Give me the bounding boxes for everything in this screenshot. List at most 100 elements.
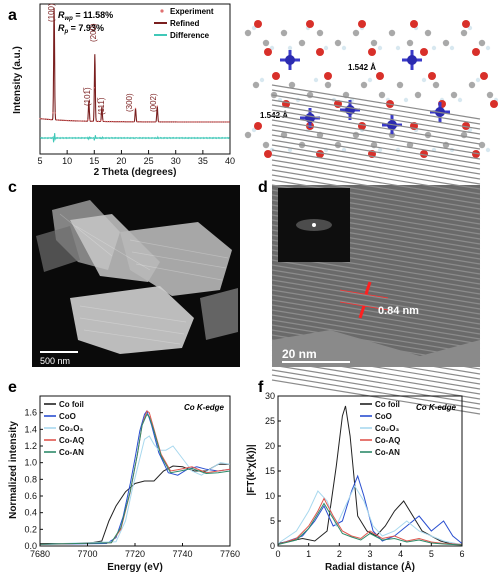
experiment-point	[95, 120, 98, 123]
experiment-point	[197, 121, 200, 123]
y-tick-label: 25	[265, 416, 275, 426]
experiment-point	[67, 119, 69, 122]
fringe-line	[271, 319, 481, 355]
carbon-atom	[288, 81, 296, 89]
fringe-line	[271, 169, 481, 205]
panel-f-legend: Co foil CoO Co₂O₃ Co-AQ Co-AN	[360, 400, 400, 457]
legend-label: CoO	[375, 412, 392, 421]
fringe-line	[271, 159, 481, 195]
fringe-line	[271, 299, 481, 335]
x-tick-label: 0	[275, 549, 280, 559]
hydrogen-atom	[467, 25, 473, 31]
oxygen-atom	[264, 48, 272, 56]
experiment-point	[117, 121, 119, 123]
experiment-point	[106, 120, 109, 123]
carbon-atom	[244, 131, 252, 139]
oxygen-atom	[472, 150, 480, 158]
oxygen-atom	[358, 20, 366, 28]
y-tick-label: 0	[270, 541, 275, 551]
hydrogen-atom	[395, 45, 401, 51]
y-tick-label: 20	[265, 441, 275, 451]
panel-label-e: e	[8, 379, 17, 396]
panel-label-f: f	[258, 379, 264, 396]
oxygen-atom	[316, 48, 324, 56]
experiment-point	[213, 121, 215, 123]
bond-length-1: 1.542 Å	[348, 63, 376, 72]
x-tick-label: 4	[398, 549, 403, 559]
carbon-atom	[298, 39, 306, 47]
cobalt-atom	[285, 55, 295, 65]
experiment-point	[69, 120, 72, 122]
y-tick-label: 1.4	[24, 424, 37, 434]
carbon-atom	[334, 39, 342, 47]
x-tick-label: 20	[116, 156, 126, 166]
panel-a-chart: Intensity (a.u.) 2 Theta (degrees) 5 10 15…	[12, 3, 235, 178]
fringe-line	[271, 84, 481, 120]
experiment-point	[200, 121, 202, 123]
lattice-spacing-label: 0.84 nm	[378, 305, 419, 317]
hydrogen-atom	[377, 45, 383, 51]
crystal-structure-bg	[238, 2, 500, 162]
peak-label-100: (100)	[47, 3, 56, 22]
experiment-point	[102, 119, 104, 122]
experiment-point	[78, 120, 80, 122]
y-tick-label: 30	[265, 391, 275, 401]
x-tick-label: 7740	[172, 549, 192, 559]
fringe-line	[271, 104, 481, 140]
experiment-point	[189, 121, 191, 123]
oxygen-atom	[462, 20, 470, 28]
oxygen-atom	[420, 48, 428, 56]
experiment-point	[167, 121, 169, 123]
fringe-line	[271, 264, 481, 300]
tem-image: 0.84 nm 20 nm	[271, 84, 481, 415]
y-tick-label: 0.2	[24, 524, 37, 534]
carbon-atom	[424, 29, 432, 37]
x-tick-label: 25	[144, 156, 154, 166]
panel-f-chart: 0 1 2 3 4 5 6 0 5 10 15 20 25 30 |FT(k³χ(k))| Radial …	[246, 391, 465, 573]
experiment-point	[100, 119, 102, 122]
fringe-line	[271, 129, 481, 165]
experiment-point	[52, 112, 54, 114]
panel-f-ylabel: |FT(k³χ(k))|	[246, 444, 257, 496]
y-tick-label: 5	[270, 516, 275, 526]
oxygen-atom	[428, 72, 436, 80]
experiment-point	[45, 118, 48, 120]
y-tick-label: 15	[265, 466, 275, 476]
rwp-text: Rwp = 11.58%	[58, 10, 113, 22]
sem-bundle-6	[200, 288, 238, 340]
tem-scalebar-label: 20 nm	[282, 347, 317, 361]
panel-e-xlabel: Energy (eV)	[107, 562, 163, 573]
fringe-line	[271, 99, 481, 135]
experiment-point	[228, 121, 230, 123]
fringe-line	[271, 139, 481, 175]
sem-fiber-lines	[59, 213, 229, 345]
oxygen-atom	[420, 150, 428, 158]
oxygen-atom	[306, 20, 314, 28]
spacing-arrow-bottom	[358, 305, 366, 319]
experiment-point	[84, 120, 87, 122]
carbon-atom	[478, 141, 486, 149]
fringe-line	[271, 119, 481, 155]
series-line-0	[277, 405, 463, 545]
panel-e-ylabel: Normalized intensity	[8, 421, 19, 519]
hydrogen-atom	[475, 77, 481, 83]
carbon-atom	[370, 39, 378, 47]
carbon-atom	[460, 29, 468, 37]
sem-image: 500 nm	[32, 185, 240, 367]
oxygen-atom	[368, 48, 376, 56]
experiment-point	[43, 118, 45, 120]
panel-f-xlabel: Radial distance (Å)	[325, 560, 415, 573]
experiment-point	[173, 121, 176, 123]
hydrogen-atom	[287, 147, 293, 153]
panel-a-plot	[39, 7, 230, 143]
peak-label-300: (300)	[125, 93, 134, 112]
fringe-line	[271, 294, 481, 330]
x-tick-label: 3	[367, 549, 372, 559]
panel-e-plot	[39, 409, 231, 545]
fringe-line	[271, 174, 481, 210]
carbon-atom	[280, 29, 288, 37]
experiment-point	[206, 121, 208, 123]
sem-bundle-4	[70, 286, 194, 354]
experiment-point	[130, 121, 132, 123]
